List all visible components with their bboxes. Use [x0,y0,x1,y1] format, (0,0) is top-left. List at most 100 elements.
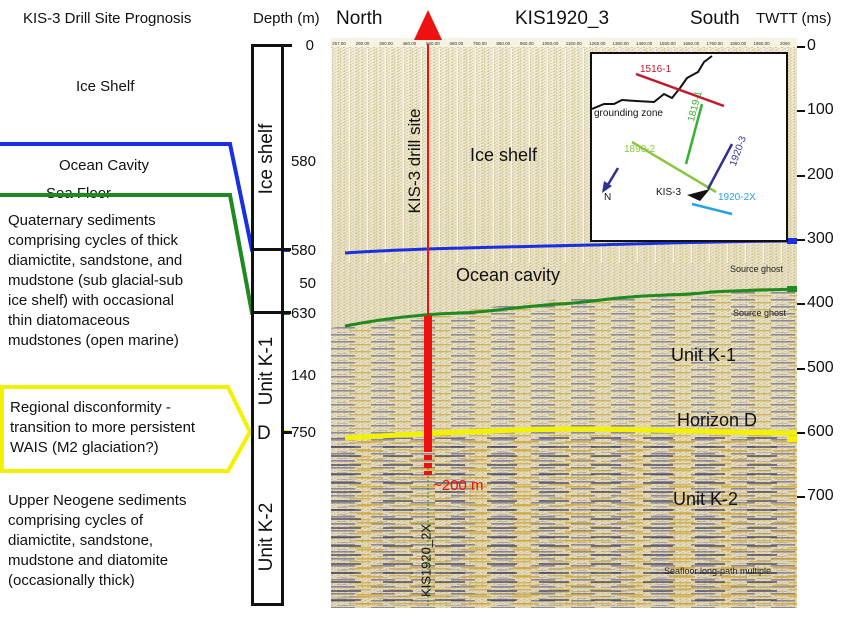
column-divider-630 [251,311,291,314]
trace-ruler-label: 360.00 [379,41,393,46]
twtt-tick-label: 100 [807,101,834,119]
twtt-tick-mark [797,46,805,48]
column-ice-shelf-label: Ice shelf [256,123,277,195]
column-d-label: D [257,423,271,444]
drill-site-label: KIS-3 drill site [405,108,424,214]
drill-dash-2 [424,463,432,468]
disconformity-description: Regional disconformity - transition to m… [10,399,196,456]
trace-ruler-label: 1460.00 [636,41,653,46]
trace-ruler-label: 1860.00 [730,41,747,46]
inset-kis3-label: KIS-3 [656,187,682,198]
line-1819-1 [684,103,704,165]
crossline-label: KIS1920_2X [418,524,434,598]
column-divider-580 [251,248,291,251]
twtt-axis-label: TWTT (ms) [756,10,832,27]
section-ocean-cavity-label: Ocean cavity [456,265,561,285]
twtt-tick-mark [797,174,805,177]
depth-630: 630 [290,305,316,322]
section-ice-shelf-label: Ice shelf [470,145,538,165]
twtt-tick-mark [797,238,805,241]
drill-core-interval [424,316,432,452]
column-unit-k1-label: Unit K-1 [256,336,277,406]
depth-thickness-k1: 140 [290,367,316,384]
twtt-tick-mark [797,496,805,499]
twtt-tick-label: 700 [807,487,834,505]
trace-ruler-label: 1160.00 [566,41,582,46]
twtt-tick-label: 300 [807,229,834,247]
drill-dash-3 [424,471,432,475]
line-1516-1 [635,72,725,108]
twtt-tick-label: 600 [807,422,834,440]
ocean-cavity-label: Ocean Cavity [59,157,150,174]
trace-ruler: 257.00 290.00 360.00 460.00 560.00 660.00 760.… [332,41,790,46]
trace-ruler-label: 460.00 [403,41,417,46]
trace-ruler-label: 1760.00 [706,41,723,46]
trace-ruler-label: 860.00 [496,41,510,46]
inset-1516-label: 1516-1 [640,64,672,75]
line-1890-2 [631,140,717,194]
twtt-tick-mark [797,110,805,113]
horizon-d [344,426,797,441]
north-label: North [336,8,383,29]
twtt-tick-mark [797,367,805,370]
line-1920-2x [691,202,733,216]
line-1920-3 [706,143,734,190]
trace-ruler-label: 1260.00 [589,41,606,46]
grounding-line [591,55,713,110]
south-label: South [690,8,740,29]
twtt-tick-label: 0 [807,37,816,54]
trace-ruler-label: 290.00 [356,41,370,46]
section-horizon-d-label: Horizon D [677,410,758,430]
trace-ruler-label: 1960.00 [753,41,770,46]
kis3-pointer [687,189,710,201]
neogene-description: Upper Neogene sediments comprising cycle… [8,492,187,589]
column-tick-750 [282,431,292,434]
trace-ruler-label: 560.00 [426,41,440,46]
column-unit-k2-label: Unit K-2 [256,502,277,572]
twtt-tick-mark [797,303,805,306]
inset-north-label: N [604,192,612,203]
section-unit-k2-label: Unit K-2 [673,489,739,509]
quaternary-description: Quaternary sediments comprising cycles o… [8,212,184,349]
trace-ruler-label: 257.00 [332,41,346,46]
depth-axis-label: Depth (m) [253,10,320,27]
strat-column [251,44,284,606]
drill-dash-1 [424,455,432,460]
depth-0: 0 [305,37,314,54]
inset-map [591,55,734,216]
trace-ruler-label: 1060.00 [542,41,559,46]
depth-thickness-ice: 580 [290,153,316,170]
trace-ruler-label: 760.00 [473,41,487,46]
inset-grounding-label: grounding zone [594,108,663,119]
trace-ruler-label: 1560.00 [659,41,676,46]
twtt-tick-label: 200 [807,165,834,183]
sea-floor-horizon [344,287,797,328]
trace-ruler-label: 660.00 [449,41,463,46]
drill-site-arrow [414,10,442,40]
source-ghost-1-label: Source ghost [730,264,784,274]
column-tick-0 [282,44,292,47]
location-inset: 1516-1 grounding zone 1819-1 1890-2 1920… [590,52,788,242]
depth-thickness-ocean: 50 [299,275,316,292]
ice-shelf-label: Ice Shelf [76,78,135,95]
section-unit-k1-label: Unit K-1 [671,345,737,365]
twtt-axis: 0 100 200 300 400 500 600 700 [797,0,850,617]
seafloor-multiple-label: Seafloor long-path multiple [664,566,772,576]
twtt-tick-label: 500 [807,358,834,376]
twtt-tick-mark [797,431,805,434]
inset-1890-label: 1890-2 [624,144,656,155]
trace-ruler-label: 960.00 [520,41,534,46]
sea-floor-connector [0,193,290,315]
seismic-line-name: KIS1920_3 [515,8,610,29]
depth-750: 750 [290,424,316,441]
disconformity-arrow [0,385,253,473]
trace-ruler-label: 2060 [780,41,791,46]
source-ghost-2-label: Source ghost [733,308,787,318]
depth-580: 580 [290,242,316,259]
twtt-tick-label: 400 [807,294,834,312]
trace-ruler-label: 1660.00 [683,41,700,46]
penetration-label: ~200 m [433,477,484,494]
inset-1920-2x-label: 1920-2X [718,192,756,203]
diagram-title: KIS-3 Drill Site Prognosis [23,10,192,27]
wall-multiple [331,585,797,599]
